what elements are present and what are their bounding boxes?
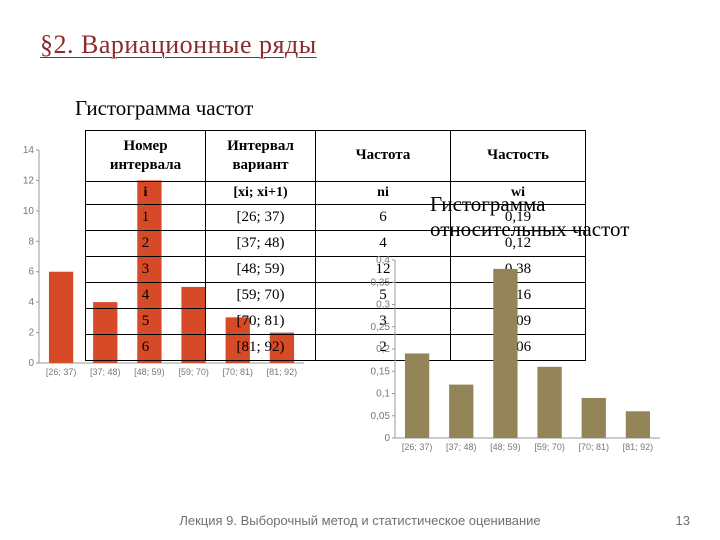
svg-text:0,05: 0,05	[371, 411, 391, 422]
svg-text:[48; 59): [48; 59)	[490, 442, 521, 452]
table-cell: [37; 48)	[206, 230, 316, 256]
table-cell: [81; 92)	[206, 334, 316, 360]
svg-text:[37; 48): [37; 48)	[446, 442, 477, 452]
th-frequency: Частота	[316, 131, 451, 182]
svg-text:[70; 81): [70; 81)	[222, 367, 253, 377]
svg-text:0,25: 0,25	[371, 322, 391, 333]
svg-text:[59; 70): [59; 70)	[178, 367, 209, 377]
svg-text:0,2: 0,2	[376, 344, 390, 355]
svg-text:0,1: 0,1	[376, 389, 390, 400]
table-cell: [59; 70)	[206, 282, 316, 308]
th-relative-frequency: Частость	[451, 131, 586, 182]
svg-text:10: 10	[23, 206, 35, 217]
svg-text:[81; 92): [81; 92)	[267, 367, 298, 377]
th-interval-number: Номер интервала	[86, 131, 206, 182]
page-number: 13	[676, 513, 690, 528]
left-chart-title: Гистограмма частот	[75, 96, 253, 121]
svg-text:0,4: 0,4	[376, 255, 390, 266]
svg-text:[81; 92): [81; 92)	[623, 442, 654, 452]
sub-i: i	[86, 181, 206, 204]
table-cell: 5	[86, 308, 206, 334]
svg-text:0,15: 0,15	[371, 366, 391, 377]
right-chart-title-line1: Гистограмма	[430, 192, 546, 216]
table-cell: 3	[86, 256, 206, 282]
svg-text:14: 14	[23, 145, 35, 156]
svg-text:[59; 70): [59; 70)	[534, 442, 565, 452]
svg-text:2: 2	[28, 328, 34, 339]
table-cell: [48; 59)	[206, 256, 316, 282]
svg-text:4: 4	[28, 297, 34, 308]
histogram-relative-frequencies-svg: 0 0,05 0,1 0,15 0,2 0,25 0,3 0,35 0,4 [26; 37) [37…	[365, 255, 665, 460]
table-cell: [26; 37)	[206, 204, 316, 230]
table-cell: 4	[86, 282, 206, 308]
svg-text:[37; 48): [37; 48)	[90, 367, 121, 377]
right-chart-title-line2: относительных частот	[430, 217, 629, 242]
table-cell: 6	[86, 334, 206, 360]
sub-xi: [xi; xi+1)	[206, 181, 316, 204]
footer-text: Лекция 9. Выборочный метод и статистичес…	[0, 513, 720, 528]
svg-text:[26; 37): [26; 37)	[46, 367, 77, 377]
histogram-relative-frequencies: 0 0,05 0,1 0,15 0,2 0,25 0,3 0,35 0,4 [26; 37) [37…	[365, 255, 665, 460]
svg-text:[48; 59): [48; 59)	[134, 367, 165, 377]
svg-text:0,35: 0,35	[371, 277, 391, 288]
th-interval-variant: Интервал вариант	[206, 131, 316, 182]
svg-text:0: 0	[28, 358, 34, 369]
svg-text:0,3: 0,3	[376, 300, 390, 311]
right-chart-title: Гистограмма относительных частот	[430, 192, 629, 242]
svg-text:8: 8	[28, 236, 34, 247]
table-cell: [70; 81)	[206, 308, 316, 334]
table-cell: 2	[86, 230, 206, 256]
page-title: §2. Вариационные ряды	[40, 30, 317, 60]
svg-text:[70; 81): [70; 81)	[578, 442, 609, 452]
svg-text:6: 6	[28, 267, 34, 278]
svg-text:[26; 37): [26; 37)	[402, 442, 433, 452]
table-header-row: Номер интервала Интервал вариант Частота…	[86, 131, 586, 182]
table-cell: 1	[86, 204, 206, 230]
svg-text:0: 0	[384, 433, 390, 444]
svg-text:12: 12	[23, 175, 35, 186]
